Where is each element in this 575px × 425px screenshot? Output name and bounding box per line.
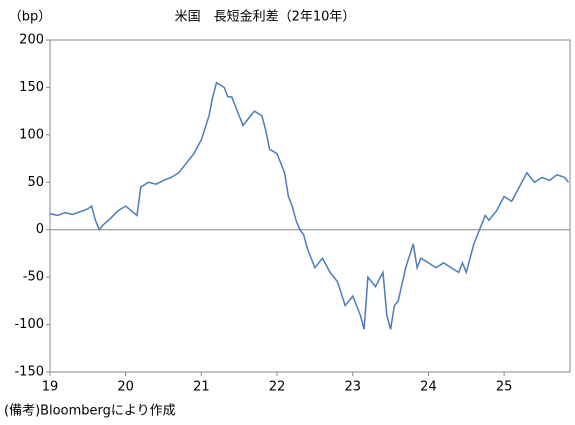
x-tick-label: 22 <box>269 380 286 395</box>
x-tick-label: 25 <box>496 380 513 395</box>
y-tick-label: 200 <box>19 33 44 48</box>
series-line <box>49 81 570 330</box>
y-tick-label: -50 <box>23 270 44 285</box>
y-axis-label: （bp） <box>9 10 52 25</box>
plot-frame <box>49 39 571 373</box>
y-tick-label: 150 <box>19 80 44 95</box>
x-tick-label: 19 <box>42 380 59 395</box>
y-tick-label: 0 <box>36 222 44 237</box>
x-tick-label: 20 <box>117 380 134 395</box>
y-tick-label: -150 <box>14 365 44 380</box>
y-tick-label: 100 <box>19 127 44 142</box>
x-tick-label: 23 <box>344 380 361 395</box>
x-tick-label: 21 <box>193 380 210 395</box>
y-tick-label: 50 <box>27 175 44 190</box>
chart-title: 米国 長短金利差（2年10年） <box>175 9 356 25</box>
y-tick-label: -100 <box>14 317 44 332</box>
x-tick-label: 24 <box>420 380 437 395</box>
footnote: (備考)Bloombergにより作成 <box>4 403 176 419</box>
